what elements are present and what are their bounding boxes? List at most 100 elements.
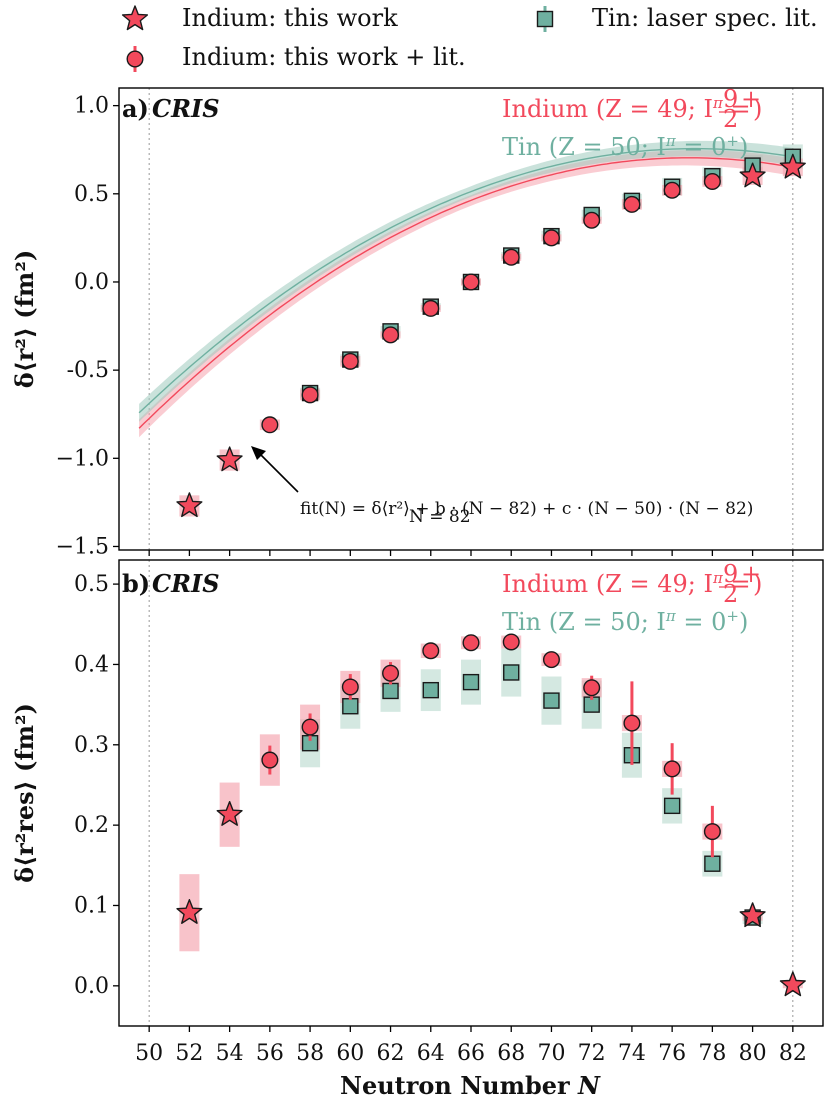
legend-square-marker (536, 6, 554, 32)
x-tick-label: 60 (336, 1041, 364, 1066)
legend-circle-glyph (126, 50, 144, 68)
panel-b-tin-annotation: Tin (Z = 50; Iπ = 0+) (502, 607, 748, 636)
indium-lit-point (301, 386, 319, 404)
panel-a-tag: CRIS (152, 94, 220, 123)
indium-lit-point (502, 248, 520, 266)
indium-lit-point (623, 714, 641, 732)
panel-a-uncertainty-bands (179, 144, 803, 517)
x-tick-label: 56 (256, 1041, 284, 1066)
panel-a-indium-sup: + (741, 85, 761, 113)
indium-this-work-point (739, 902, 766, 928)
panel-a-indium-pi: π (712, 94, 724, 112)
svg-text:Indium (Z = 49; Iπ =: Indium (Z = 49; Iπ = (502, 569, 751, 598)
tin-point (543, 692, 560, 709)
panel-b-indium-num: 9 (723, 560, 738, 588)
panel-a-tin-pi: π (665, 132, 677, 150)
panel-b-indium-annotation: Indium (Z = 49; Iπ = 9 2 + ) (502, 560, 762, 608)
x-tick-label: 80 (739, 1041, 767, 1066)
x-tick-label: 62 (377, 1041, 405, 1066)
svg-text:Tin (Z = 50; Iπ = 0+): Tin (Z = 50; Iπ = 0+) (502, 607, 748, 636)
panel-b-tin-text: Tin (Z = 50; I (502, 608, 666, 636)
panel-a-indium-eq: = (723, 95, 751, 123)
panel-b-y-ticks: 0.5 0.4 0.3 0.2 0.1 0.0 (74, 572, 119, 999)
indium-lit-point (663, 181, 681, 199)
indium-lit-point (422, 642, 440, 660)
panel-b-indium-text: Indium (Z = 49; I (502, 570, 713, 598)
indium-lit-point (703, 823, 721, 841)
panel-b-indium-sup: + (741, 560, 761, 588)
x-tick-label: 52 (175, 1041, 203, 1066)
panel-a-y-ticks: 1.0 0.5 0.0 -0.5 −1.0 −1.5 (56, 94, 119, 559)
indium-this-work-point (216, 800, 243, 826)
panel-a-label: a) (122, 94, 149, 123)
x-tick-label: 76 (658, 1041, 686, 1066)
tin-point (422, 681, 439, 699)
x-tick-label: 50 (135, 1041, 163, 1066)
y-tick-label: 0.2 (74, 813, 109, 838)
panel-b-indium-eq: = (723, 570, 751, 598)
indium-lit-point (502, 633, 520, 651)
indium-lit-point (301, 718, 319, 736)
y-tick-label: −1.5 (56, 534, 109, 559)
panel-b-uncertainty-bands (179, 635, 803, 989)
indium-this-work-point (176, 492, 203, 518)
x-tick-label: 54 (216, 1041, 244, 1066)
panel-a-data-points (176, 148, 806, 518)
indium-this-work-point (779, 153, 806, 179)
y-tick-label: 0.4 (74, 652, 109, 677)
indium-lit-point (542, 651, 560, 669)
panel-b-data-points (176, 633, 806, 997)
svg-text:Tin (Z = 50; Iπ = 0+): Tin (Z = 50; Iπ = 0+) (502, 132, 748, 161)
y-tick-label: 0.1 (74, 893, 109, 918)
panel-b-tin-close: ) (739, 608, 748, 636)
x-tick-label: 66 (457, 1041, 485, 1066)
tin-point (704, 855, 721, 872)
y-tick-label: 0.5 (74, 572, 109, 597)
indium-lit-point (542, 229, 560, 247)
x-tick-label: 74 (618, 1041, 646, 1066)
legend-label-indium-this-work-lit: Indium: this work + lit. (182, 43, 466, 71)
legend-star-marker (121, 5, 149, 31)
panel-a-fit-annotation: fit(N) = δ⟨r²⟩ + b · (N − 82) + c · (N −… (251, 446, 753, 527)
x-tick-label: 64 (417, 1041, 445, 1066)
tin-point (342, 698, 359, 715)
x-axis-title: Neutron Number N (340, 1071, 601, 1100)
legend-star-glyph (121, 5, 149, 31)
y-tick-label: -0.5 (67, 358, 109, 383)
indium-lit-point (341, 352, 359, 370)
panel-b-indium-den: 2 (723, 580, 738, 608)
panel-a-indium-close: ) (753, 95, 762, 123)
tin-fit-band (139, 140, 793, 422)
indium-lit-point (623, 195, 641, 213)
indium-lit-point (462, 634, 480, 652)
panel-b-indium-pi: π (712, 569, 724, 587)
indium-fit-band (139, 150, 793, 438)
panel-a-indium-num: 9 (723, 85, 738, 113)
legend: Indium: this work Indium: this work + li… (121, 4, 818, 72)
x-tick-label: 72 (578, 1041, 606, 1066)
panel-b-tin-eq: = 0 (676, 608, 727, 636)
indium-lit-point (583, 211, 601, 229)
legend-square-glyph (536, 10, 554, 28)
x-tick-label: 58 (296, 1041, 324, 1066)
x-tick-label: 78 (698, 1041, 726, 1066)
panel-a-fit-curves (138, 140, 793, 438)
indium-lit-point (341, 678, 359, 696)
panel-b-tag: CRIS (152, 569, 220, 598)
indium-this-work-point (216, 446, 243, 472)
indium-this-work-point (176, 899, 203, 924)
indium-lit-point (261, 416, 279, 434)
indium-lit-point (462, 273, 480, 291)
panel-b-label: b) (122, 569, 150, 598)
fit-arrow-line (257, 451, 299, 493)
y-tick-label: 0.5 (74, 182, 109, 207)
panel-a: 1.0 0.5 0.0 -0.5 −1.0 −1.5 a) CRIS δ⟨r²⟩ (fm²… (10, 85, 824, 559)
tin-point (382, 682, 399, 700)
fit-formula-subscript: N = 82 (409, 507, 471, 527)
fit-formula-text: fit(N) = δ⟨r²⟩ + b · (N − 82) + c · (N −… (300, 499, 753, 519)
svg-text:Indium (Z = 49; Iπ =: Indium (Z = 49; Iπ = (502, 94, 751, 123)
panel-a-indium-annotation: Indium (Z = 49; Iπ = 9 2 + ) (502, 85, 762, 133)
panel-b-y-axis-title: δ⟨r²res⟩ (fm²) (10, 703, 39, 883)
panel-b-x-ticks: 50 52 54 56 58 60 62 64 66 68 70 72 74 76 78 80 82 (135, 1026, 807, 1066)
